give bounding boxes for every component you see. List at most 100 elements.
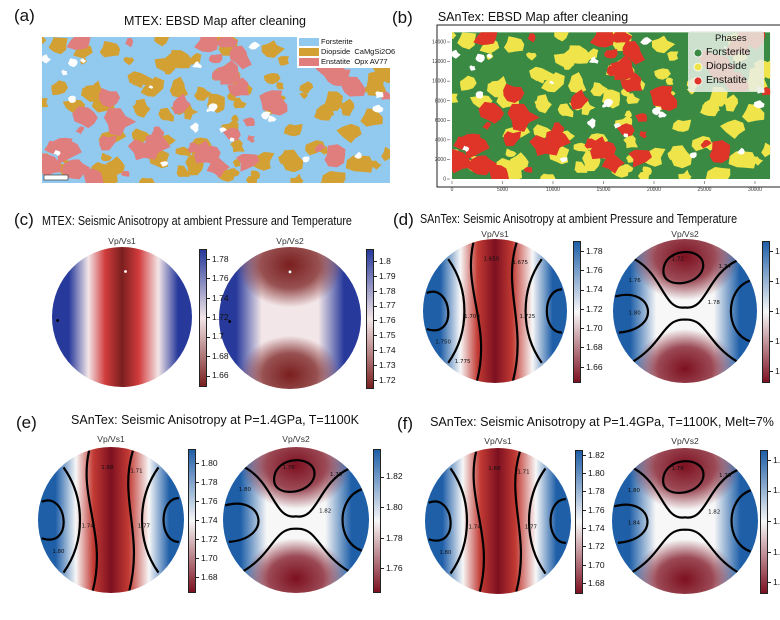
unindexed-area [602, 104, 607, 108]
enstatite-grain [98, 88, 121, 108]
colorbar-tick-label: 1.7 [770, 366, 780, 376]
contour-line [128, 451, 134, 591]
diopside-grain [705, 167, 731, 180]
colorbar-tick-label: 1.79 [374, 271, 396, 281]
unindexed-area [42, 54, 51, 64]
unindexed-area [375, 91, 384, 99]
contour-label: 1.82 [319, 509, 331, 515]
unindexed-area [623, 133, 628, 138]
unindexed-area [302, 156, 310, 163]
enstatite-grain [75, 126, 85, 135]
scale-bar [43, 174, 69, 181]
pole-figure-vp-vs2: 1.76 1.78 1.80 1.82 [223, 447, 369, 593]
panel-d-title: SAnTex: Seismic Anisotropy at ambient Pr… [420, 212, 738, 226]
diopside-grain [42, 98, 49, 108]
diopside-grain [250, 170, 261, 180]
unindexed-area [159, 161, 168, 167]
panel-c-title: MTEX: Seismic Anisotropy at ambient Pres… [42, 214, 352, 228]
enstatite-grain [212, 69, 226, 81]
enstatite-grain [478, 101, 505, 124]
contour-label: 1.700 [464, 314, 480, 320]
diopside-grain [728, 151, 757, 169]
enstatite-grain [223, 127, 241, 142]
colorbar-tick-label: 1.7 [770, 276, 780, 286]
colorbar-tick-label: 1.72 [207, 312, 229, 322]
diopside-grain [164, 65, 176, 75]
colorbar-tick-label: 1.66 [581, 362, 603, 372]
contour-label: 1.68 [101, 465, 114, 471]
contour-line [274, 460, 314, 492]
panel-e-title: SAnTex: Seismic Anisotropy at P=1.4GPa, … [71, 413, 359, 427]
enstatite-grain [206, 158, 230, 178]
colorbar-tick-label: 1.72 [374, 375, 396, 385]
colorbar-tick-label: 1.72 [196, 534, 218, 544]
enstatite-grain [460, 133, 481, 150]
enstatite-grain [269, 96, 288, 116]
diopside-grain [554, 32, 569, 42]
colorbar-tick-label: 1.80 [196, 458, 218, 468]
x-tick-label: 5000 [497, 187, 508, 193]
diopside-grain [231, 114, 239, 123]
enstatite-grain [229, 45, 252, 70]
enstatite-grain [52, 137, 73, 154]
unindexed-area [689, 152, 697, 159]
colorbar-tick-label: 1.80 [583, 468, 605, 478]
diopside-grain [742, 104, 765, 123]
unindexed-area [559, 157, 568, 163]
diopside-grain [169, 76, 188, 98]
legend-item-1: Diopside [706, 60, 747, 72]
enstatite-grain [616, 123, 635, 137]
enstatite-grain [209, 53, 223, 64]
enstatite-grain [127, 139, 159, 161]
low-region [631, 239, 739, 301]
panel-f-title: SAnTex: Seismic Anisotropy at P=1.4GPa, … [430, 415, 774, 429]
contour-line [614, 505, 647, 543]
colorbar-tick-label: 1.7 [770, 306, 780, 316]
pole-figure-vp-vs1: 1.68 1.71 1.74 1.77 1.80 [38, 447, 184, 593]
colorbar-tick-label: 1.8 [768, 455, 780, 465]
diopside-grain [553, 48, 582, 70]
diopside-grain [233, 97, 247, 109]
enstatite-grain [247, 135, 255, 143]
enstatite-grain [187, 142, 200, 153]
enstatite-grain [200, 145, 221, 164]
diopside-grain [299, 92, 308, 100]
colorbar-tick-label: 1.76 [207, 273, 229, 283]
unindexed-area [652, 107, 662, 116]
contour-line [474, 452, 484, 592]
colorbar-tick-label: 1.7 [770, 336, 780, 346]
enstatite-grain [340, 76, 366, 97]
y-tick-label: 6000 [435, 118, 446, 124]
colorbar-tick-label: 1.78 [381, 533, 403, 543]
enstatite-grain [83, 168, 104, 183]
legend-item-0: Forsterite [321, 37, 353, 46]
colorbar-tick-label: 1.78 [581, 246, 603, 256]
colorbar-tick-label: 1.78 [374, 286, 396, 296]
colorbar-tick-label: 1.74 [583, 523, 605, 533]
enstatite-grain [606, 65, 621, 77]
colorbar-tick-label: 1.8 [770, 246, 780, 256]
y-tick-label: 2000 [435, 157, 446, 163]
enstatite-grain [635, 113, 647, 122]
contour-line [633, 320, 737, 362]
diopside-grain [642, 166, 652, 176]
unindexed-area [192, 61, 202, 69]
unindexed-area [640, 37, 653, 45]
unindexed-area [469, 65, 476, 71]
diopside-grain [290, 173, 304, 183]
panel-b-title: SAnTex: EBSD Map after cleaning [437, 10, 629, 24]
enstatite-grain [596, 141, 617, 159]
unindexed-area [549, 80, 554, 85]
panel-label-a: (a) [14, 6, 35, 25]
diopside-grain [452, 32, 457, 40]
diopside-grain [48, 37, 68, 55]
legend-item-2: Enstatite [706, 74, 747, 86]
panel-label-f: (f) [397, 414, 414, 433]
contour-label: 1.72 [672, 257, 684, 263]
low-region [240, 335, 340, 389]
enstatite-grain [42, 153, 62, 178]
diopside-grain [51, 80, 68, 96]
diopside-grain [324, 91, 343, 111]
diopside-grain [510, 152, 529, 171]
